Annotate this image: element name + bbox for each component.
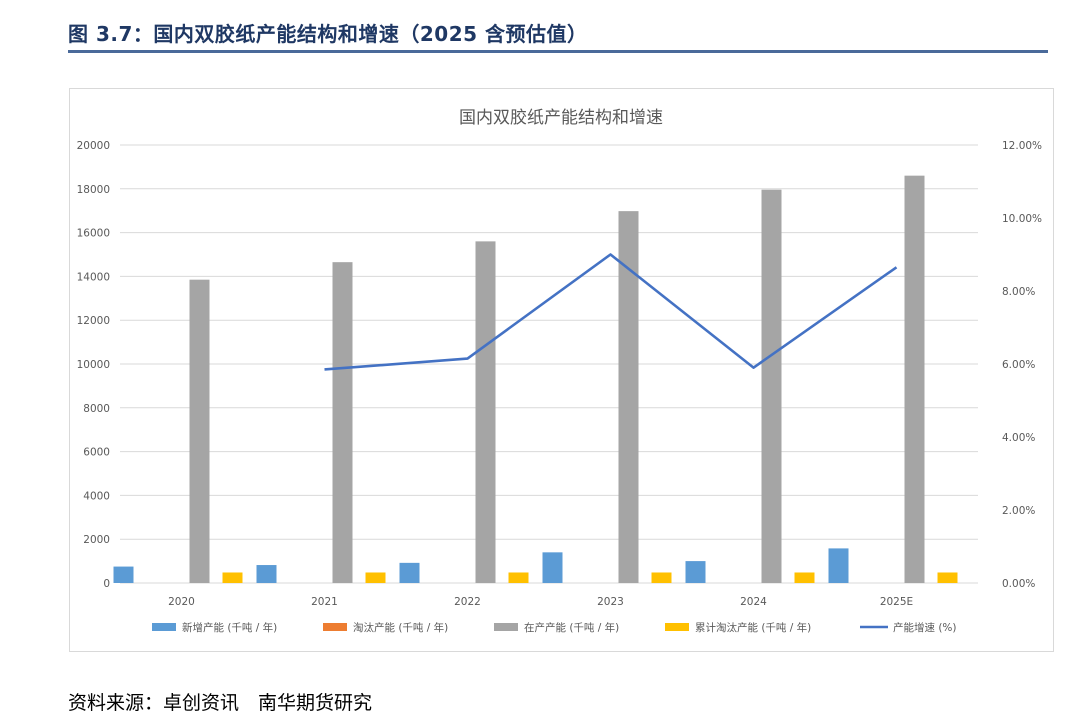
bar-3 (332, 262, 353, 583)
y2-tick-label: 2.00% (1002, 505, 1035, 517)
y-tick-label: 18000 (77, 184, 110, 196)
bar-3 (904, 175, 925, 583)
x-tick-label: 2025E (880, 596, 913, 608)
legend-label: 新增产能 (千吨 / 年) (182, 621, 277, 634)
x-tick-label: 2024 (740, 596, 767, 608)
legend-swatch (494, 623, 518, 631)
bar-1 (113, 566, 134, 583)
y-tick-label: 8000 (83, 403, 110, 415)
bar-4 (365, 572, 386, 583)
legend-label: 产能增速 (%) (893, 621, 957, 634)
y2-tick-label: 0.00% (1002, 578, 1035, 590)
bar-4 (794, 572, 815, 583)
legend-swatch (323, 623, 347, 631)
y2-tick-label: 4.00% (1002, 432, 1035, 444)
x-tick-label: 2023 (597, 596, 624, 608)
bar-4 (508, 572, 529, 583)
y2-tick-label: 10.00% (1002, 213, 1042, 225)
capacity-chart: 国内双胶纸产能结构和增速 0 2000 4000 6000 8000 10000 12000 1… (77, 108, 1042, 634)
bar-1 (542, 552, 563, 583)
x-tick-label: 2021 (311, 596, 338, 608)
figure-title: 图 3.7：国内双胶纸产能结构和增速（2025 含预估值） (68, 22, 588, 46)
legend-swatch (152, 623, 176, 631)
bar-3 (189, 279, 210, 583)
x-tick-label: 2020 (168, 596, 195, 608)
y-tick-label: 10000 (77, 359, 110, 371)
y-tick-label: 0 (103, 578, 110, 590)
title-divider (68, 50, 1048, 53)
bar-1 (256, 565, 277, 583)
y-tick-label: 6000 (83, 447, 110, 459)
bar-1 (399, 562, 420, 583)
legend-label: 累计淘汰产能 (千吨 / 年) (695, 621, 811, 634)
bar-4 (937, 572, 958, 583)
chart-frame: 国内双胶纸产能结构和增速 0 2000 4000 6000 8000 10000 12000 1… (69, 88, 1054, 652)
growth-line (324, 253, 898, 371)
bar-3 (761, 189, 782, 583)
x-tick-label: 2022 (454, 596, 481, 608)
y-tick-label: 12000 (77, 315, 110, 327)
y2-tick-label: 6.00% (1002, 359, 1035, 371)
y2-tick-label: 12.00% (1002, 140, 1042, 152)
y-tick-label: 20000 (77, 140, 110, 152)
bar-4 (651, 572, 672, 583)
bar-3 (618, 211, 639, 583)
y2-tick-label: 8.00% (1002, 286, 1035, 298)
y-tick-label: 4000 (83, 490, 110, 502)
bar-1 (828, 548, 849, 583)
bar-3 (475, 241, 496, 584)
legend-label: 在产产能 (千吨 / 年) (524, 621, 619, 634)
y-tick-label: 2000 (83, 534, 110, 546)
legend-label: 淘汰产能 (千吨 / 年) (353, 621, 448, 634)
chart-title: 国内双胶纸产能结构和增速 (459, 108, 663, 128)
legend-swatch (665, 623, 689, 631)
y-tick-label: 16000 (77, 228, 110, 240)
bar-4 (222, 572, 243, 583)
source-note: 资料来源：卓创资讯 南华期货研究 (68, 692, 373, 714)
y-tick-label: 14000 (77, 271, 110, 283)
bar-1 (685, 561, 706, 583)
